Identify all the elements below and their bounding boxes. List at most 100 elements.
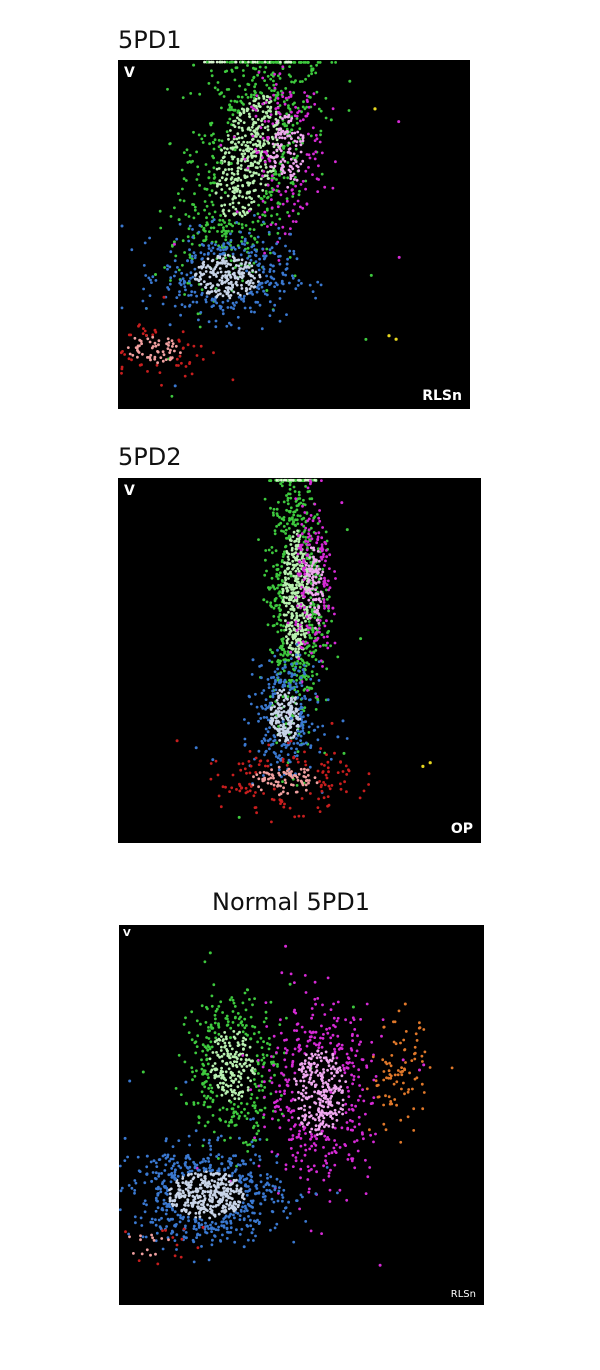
data-point-red	[157, 343, 160, 347]
data-point-blue	[204, 298, 208, 301]
data-point-green	[295, 586, 299, 590]
data-point-green	[248, 1143, 252, 1146]
data-point-magenta	[317, 1127, 321, 1131]
data-point-red	[237, 762, 241, 766]
data-point-magenta	[293, 1029, 296, 1032]
data-point-green	[288, 623, 292, 627]
data-point-green	[263, 214, 267, 218]
data-point-green	[270, 660, 274, 664]
data-point-green	[223, 203, 227, 207]
data-point-red	[281, 790, 285, 794]
data-point-green	[245, 1117, 249, 1120]
data-point-green	[259, 196, 263, 200]
data-point-green	[256, 143, 260, 147]
data-point-magenta	[261, 156, 264, 159]
data-point-magenta	[324, 559, 327, 563]
data-point-green	[231, 60, 235, 64]
data-point-green	[272, 145, 276, 149]
data-point-blue	[199, 311, 203, 314]
data-point-green	[212, 141, 216, 145]
data-point-magenta	[294, 184, 297, 188]
data-point-green	[173, 206, 176, 210]
data-point-green	[282, 584, 285, 587]
data-point-green	[296, 750, 300, 753]
data-point-magenta	[267, 157, 271, 161]
data-point-green	[282, 600, 285, 604]
data-point-green	[249, 152, 253, 155]
data-point-blue	[270, 717, 274, 721]
data-point-green	[234, 1091, 237, 1095]
data-point-green	[249, 234, 253, 238]
data-point-green	[277, 523, 281, 527]
data-point-blue	[156, 1199, 159, 1203]
data-point-green	[273, 1073, 276, 1077]
data-point-green	[297, 493, 301, 497]
data-point-magenta	[333, 1084, 337, 1088]
data-point-red	[224, 785, 227, 789]
data-point-green	[319, 615, 323, 619]
data-point-green	[249, 164, 253, 167]
data-point-green	[265, 1138, 269, 1141]
data-point-magenta	[263, 1095, 266, 1099]
data-point-green	[230, 996, 234, 999]
data-point-magenta	[301, 1075, 305, 1079]
data-point-green	[207, 170, 211, 174]
data-point-blue	[197, 265, 201, 269]
data-point-blue	[198, 275, 202, 279]
data-point-magenta	[331, 606, 335, 610]
data-point-green	[266, 623, 270, 627]
data-point-magenta	[302, 1073, 306, 1076]
data-point-blue	[214, 290, 218, 294]
data-point-blue	[204, 286, 208, 289]
data-point-green	[266, 125, 270, 128]
data-point-magenta	[301, 504, 304, 508]
data-point-blue	[308, 765, 312, 769]
data-point-red	[304, 788, 308, 792]
data-point-magenta	[264, 150, 268, 154]
data-point-orange	[381, 1058, 385, 1062]
data-point-green	[206, 60, 209, 64]
data-point-green	[236, 1012, 240, 1015]
data-point-magenta	[354, 1054, 358, 1057]
data-point-green	[241, 155, 245, 158]
data-point-orange	[393, 1098, 397, 1101]
data-point-magenta	[318, 1103, 322, 1107]
data-point-green	[275, 138, 279, 142]
data-point-magenta	[372, 1096, 376, 1099]
data-point-green	[319, 129, 323, 133]
data-point-green	[261, 61, 265, 64]
data-point-green	[324, 530, 328, 534]
data-point-green	[245, 1065, 249, 1068]
data-point-green	[293, 101, 296, 105]
data-point-magenta	[284, 1078, 288, 1082]
data-point-green	[280, 596, 284, 600]
data-point-magenta	[261, 76, 265, 80]
data-point-green	[240, 107, 244, 111]
data-point-magenta	[288, 90, 292, 94]
data-point-magenta	[266, 225, 269, 228]
data-point-green	[313, 616, 317, 620]
data-point-green	[311, 629, 315, 632]
data-point-blue	[211, 271, 215, 275]
data-point-green	[316, 547, 320, 551]
data-point-green	[249, 140, 252, 144]
data-point-green	[299, 61, 303, 64]
data-point-magenta	[301, 1088, 305, 1092]
data-point-magenta	[353, 1125, 357, 1129]
data-point-green	[296, 591, 300, 595]
data-point-green	[202, 1094, 206, 1098]
data-point-magenta	[314, 150, 318, 154]
data-point-blue	[255, 250, 258, 253]
data-point-red	[238, 789, 242, 793]
data-point-magenta	[331, 1123, 335, 1126]
data-point-blue	[244, 1162, 247, 1166]
data-point-green	[226, 121, 230, 125]
data-point-blue	[307, 725, 311, 729]
data-point-green	[289, 478, 293, 482]
data-point-blue	[190, 1172, 193, 1176]
data-point-blue	[255, 705, 259, 709]
data-point-red	[148, 356, 152, 360]
data-point-orange	[422, 1091, 426, 1094]
data-point-magenta	[323, 606, 326, 610]
data-point-magenta	[300, 1159, 304, 1163]
